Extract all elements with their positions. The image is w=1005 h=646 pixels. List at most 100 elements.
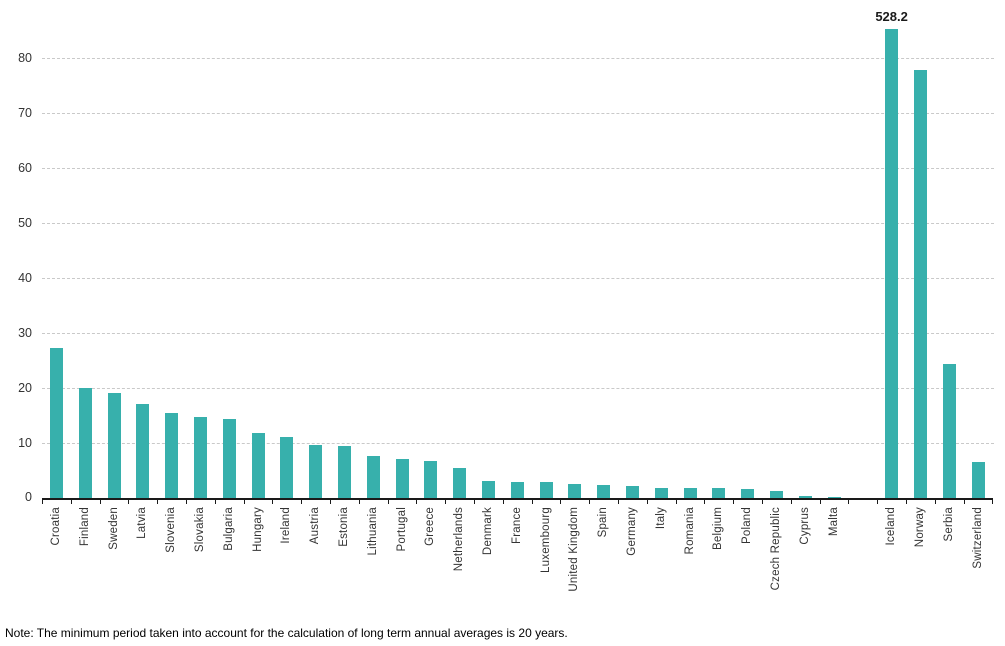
x-axis-label-Belgium: Belgium [712,507,725,550]
gridline-30 [42,333,995,334]
x-axis-label-Greece: Greece [424,507,437,546]
axis-tick-30 [906,498,907,504]
x-axis-label-Sweden: Sweden [107,507,120,550]
bar-Lithuania [366,456,380,498]
bar-United Kingdom [568,484,582,498]
x-axis-label-Germany: Germany [625,507,638,556]
x-axis-label-Poland: Poland [741,507,754,545]
y-tick-label-0: 0 [25,490,32,504]
bar-Slovakia [193,417,207,498]
bar-Bulgaria [222,419,236,498]
axis-tick-20 [618,498,619,504]
x-axis-label-Romania: Romania [683,507,696,555]
bar-Romania [683,488,697,498]
gridline-50 [42,223,995,224]
axis-tick-29 [877,498,879,504]
y-tick-label-60: 60 [18,161,32,175]
bar-Norway [913,70,927,498]
bar-Greece [424,461,438,498]
axis-tick-6 [214,498,216,504]
x-axis-label-Spain: Spain [597,507,610,538]
bar-Sweden [107,393,121,498]
bar-Finland [78,388,92,498]
x-axis-label-Malta: Malta [827,507,840,537]
bar-Italy [654,488,668,498]
axis-tick-18 [560,498,562,504]
axis-tick-12 [387,498,389,504]
axis-tick-11 [358,498,360,504]
x-axis-label-United Kingdom: United Kingdom [568,507,581,592]
axis-tick-4 [157,498,159,504]
gridline-60 [42,168,995,169]
gridline-10 [42,443,995,444]
gridline-80 [42,58,995,59]
bar-Switzerland [971,462,985,498]
x-axis-label-Cyprus: Cyprus [798,507,811,545]
axis-tick-25 [762,498,763,504]
x-axis-label-Croatia: Croatia [49,507,62,546]
axis-tick-27 [819,498,821,504]
bar-Cyprus [798,496,812,498]
x-axis-label-Switzerland: Switzerland [971,507,984,569]
bar-France [510,482,524,498]
note-text: Note: The minimum period taken into acco… [5,626,568,640]
bar-Estonia [337,446,351,498]
y-tick-label-40: 40 [18,271,32,285]
x-axis-label-Finland: Finland [78,507,91,547]
bar-Iceland [885,29,899,498]
axis-tick-8 [272,498,274,504]
gridline-20 [42,388,995,389]
axis-tick-22 [675,498,677,504]
x-axis-label-Iceland: Iceland [885,507,898,546]
x-axis-label-Czech Republic: Czech Republic [769,507,782,591]
gridline-70 [42,113,995,114]
bar-Spain [597,485,611,498]
x-axis-label-Slovenia: Slovenia [165,507,178,553]
x-axis-label-France: France [510,507,523,544]
axis-tick-15 [474,498,475,504]
axis-tick-32 [963,498,965,504]
bar-Slovenia [165,413,179,498]
bar-Serbia [942,364,956,498]
axis-tick-33 [992,498,994,504]
axis-tick-31 [934,498,936,504]
y-tick-label-30: 30 [18,326,32,340]
axis-tick-17 [531,498,533,504]
bar-Netherlands [453,468,467,498]
x-axis-label-Italy: Italy [654,507,667,530]
x-axis-label-Denmark: Denmark [481,507,494,556]
axis-tick-7 [243,498,245,504]
gridline-40 [42,278,995,279]
axis-tick-5 [186,498,187,504]
x-axis-label-Lithuania: Lithuania [366,507,379,556]
x-axis-label-Hungary: Hungary [251,507,264,552]
x-axis-line [42,498,994,500]
axis-tick-13 [416,498,418,504]
axis-tick-16 [502,498,504,504]
x-axis-label-Estonia: Estonia [337,507,350,547]
axis-tick-23 [704,498,706,504]
bar-Denmark [481,481,495,498]
x-axis-label-Austria: Austria [309,507,322,545]
axis-tick-9 [301,498,303,504]
y-tick-label-20: 20 [18,381,32,395]
bar-Czech Republic [769,491,783,498]
axis-tick-10 [330,498,331,504]
axis-tick-2 [99,498,101,504]
axis-tick-21 [646,498,648,504]
axis-tick-26 [790,498,792,504]
value-label-Iceland: 528.2 [875,9,908,24]
x-axis-label-Luxembourg: Luxembourg [539,507,552,573]
axis-tick-24 [733,498,735,504]
y-tick-label-80: 80 [18,51,32,65]
bar-Portugal [395,459,409,498]
bar-Latvia [136,404,150,498]
axis-tick-0 [42,498,43,504]
axis-tick-28 [848,498,850,504]
bar-Hungary [251,433,265,498]
x-axis-label-Slovakia: Slovakia [193,507,206,553]
bar-Austria [309,445,323,498]
axis-tick-19 [589,498,591,504]
axis-tick-1 [70,498,72,504]
